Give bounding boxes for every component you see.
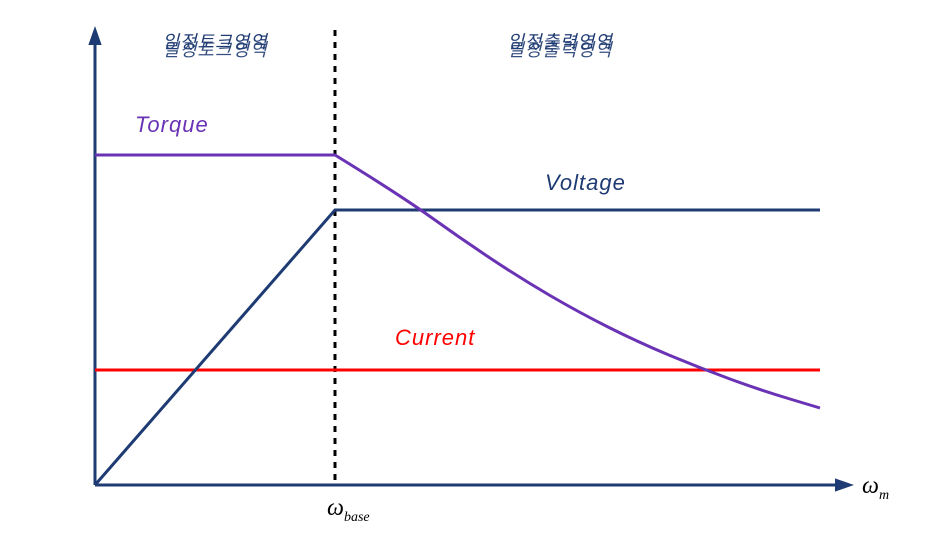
voltage-label: Voltage — [545, 170, 626, 195]
motor-characteristic-chart: 일정토크영역일정토크영역 일정출력영역일정출력영역 Torque Voltage Cur… — [0, 0, 931, 549]
torque-label: Torque — [135, 112, 209, 137]
chart-svg: 일정토크영역일정토크영역 일정출력영역일정출력영역 Torque Voltage Cur… — [0, 0, 931, 549]
current-label: Current — [395, 325, 475, 350]
svg-text:일정출력영역: 일정출력영역 — [507, 40, 614, 60]
svg-text:일정토크영역: 일정토크영역 — [162, 40, 269, 60]
region-constant-power-label: 일정출력영역일정출력영역 — [507, 32, 614, 60]
region-constant-torque-label: 일정토크영역일정토크영역 — [162, 32, 269, 60]
